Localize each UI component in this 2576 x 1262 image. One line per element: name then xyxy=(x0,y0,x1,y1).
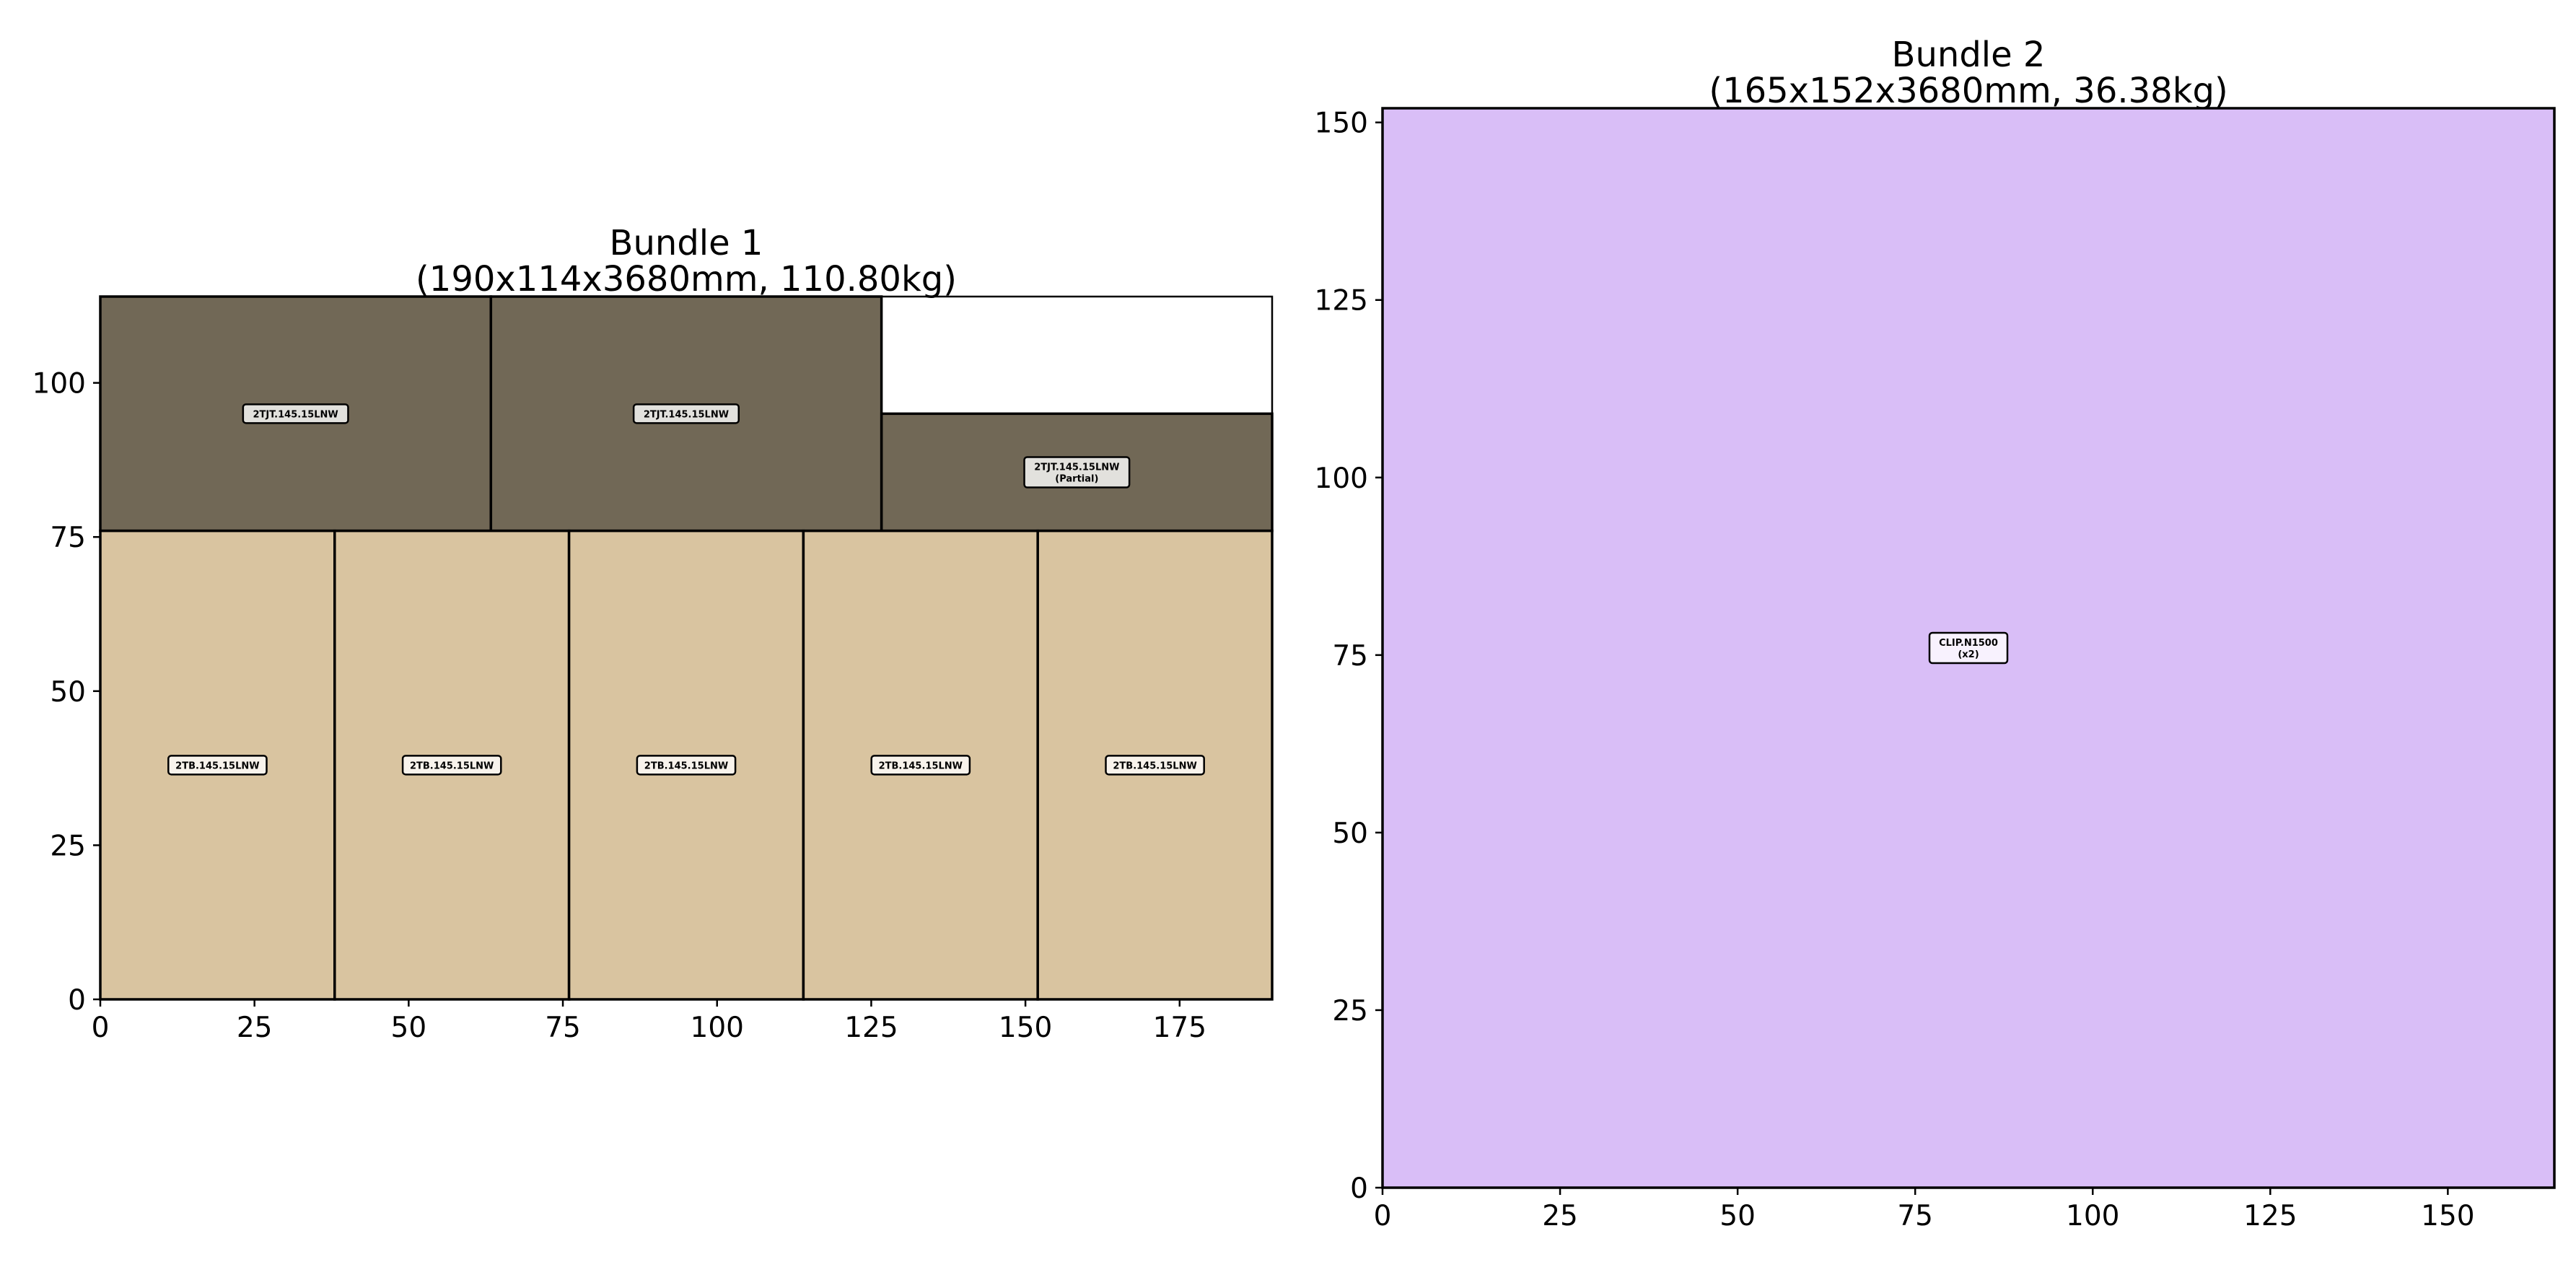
bundle-2-x-tick-label: 0 xyxy=(1374,1200,1392,1232)
bundle-1-x-axis: 0 25 50 75 100 125 150 175 xyxy=(92,999,1206,1044)
bundle-1-piece-1-label-box xyxy=(632,403,740,424)
bundle-1-x-tick-label: 100 xyxy=(691,1012,744,1044)
bundle-1-piece-5-label: 2TB.145.15LNW xyxy=(644,761,728,771)
bundle-2-y-tick-label: 50 xyxy=(1332,818,1368,850)
bundle-1-panel: Bundle 1 (190x114x3680mm, 110.80kg) 2TJT… xyxy=(32,223,1274,1044)
bundle-1-piece-0-label: 2TJT.145.15LNW xyxy=(253,409,338,420)
bundle-1-subtitle: (190x114x3680mm, 110.80kg) xyxy=(416,259,957,299)
bundle-1-piece-2-label: 2TJT.145.15LNW xyxy=(1034,463,1119,473)
bundle-1-piece-2-label-sub: (Partial) xyxy=(1055,474,1098,485)
bundle-1-x-tick-label: 175 xyxy=(1153,1012,1206,1044)
bundle-1-piece-4-label-box xyxy=(401,755,502,776)
bundle-1-piece-3-label-box xyxy=(167,755,268,776)
bundle-1-piece-2-label-box xyxy=(1023,456,1131,488)
bundle-1-x-tick-label: 125 xyxy=(844,1012,898,1044)
bundle-1-x-tick-label: 150 xyxy=(999,1012,1052,1044)
bundle-2-x-tick-label: 75 xyxy=(1897,1200,1933,1232)
bundle-1-x-tick-label: 75 xyxy=(545,1012,581,1044)
bundle-2-x-axis: 0 25 50 75 100 125 150 xyxy=(1374,1188,2475,1232)
bundle-2-x-tick-label: 25 xyxy=(1542,1200,1578,1232)
bundle-2-x-tick-label: 100 xyxy=(2066,1200,2119,1232)
bundle-1-frame xyxy=(99,295,1274,1001)
bundle-1-y-tick-label: 100 xyxy=(32,368,86,400)
bundle-2-y-tick-label: 75 xyxy=(1332,640,1368,672)
bundle-2-piece-0-label: CLIP.N1500 xyxy=(1939,638,1998,649)
bundle-1-piece-7-label: 2TB.145.15LNW xyxy=(1113,761,1196,771)
bundle-1-x-tick-label: 25 xyxy=(237,1012,273,1044)
bundle-1-y-axis: 0 25 50 75 100 xyxy=(32,368,100,1017)
bundle-2-y-tick-label: 25 xyxy=(1332,995,1368,1027)
bundle-1-piece-0-label-box xyxy=(242,403,349,424)
bundle-2-piece-0-label-box xyxy=(1928,631,2009,665)
bundle-2-piece-0-label-sub: (x2) xyxy=(1958,649,1979,660)
bundle-2-x-tick-label: 125 xyxy=(2243,1200,2297,1232)
bundle-1-piece-6-label: 2TB.145.15LNW xyxy=(879,761,963,771)
bundle-1-piece-4-label: 2TB.145.15LNW xyxy=(410,761,494,771)
bundle-2-frame xyxy=(1381,107,2556,1189)
bundle-2-labels: CLIP.N1500(x2) xyxy=(1928,631,2009,665)
bundle-1-x-tick-label: 0 xyxy=(92,1012,110,1044)
bundle-2-x-tick-label: 50 xyxy=(1719,1200,1756,1232)
bundle-1-piece-7-label-box xyxy=(1105,755,1205,776)
bundle-2-y-tick-label: 0 xyxy=(1350,1173,1368,1205)
bundle-1-x-tick-label: 50 xyxy=(391,1012,427,1044)
bundle-2-subtitle: (165x152x3680mm, 36.38kg) xyxy=(1709,71,2227,111)
bundle-1-piece-5-label-box xyxy=(636,755,737,776)
bundle-1-y-tick-label: 50 xyxy=(50,676,86,709)
bundle-1-pieces xyxy=(99,295,1274,1001)
bundle-1-y-tick-label: 25 xyxy=(50,830,86,862)
bundle-2-panel: Bundle 2 (165x152x3680mm, 36.38kg) CLIP.… xyxy=(1315,35,2556,1232)
bundle-2-title: Bundle 2 xyxy=(1892,35,2046,75)
bundle-2-y-tick-label: 100 xyxy=(1315,463,1368,495)
bundle-2-y-tick-label: 125 xyxy=(1315,285,1368,317)
bundle-1-y-tick-label: 0 xyxy=(68,984,86,1017)
bundle-1-y-tick-label: 75 xyxy=(50,522,86,554)
bundle-1-labels: 2TJT.145.15LNW 2TJT.145.15LNW 2TJT.145.15L… xyxy=(167,403,1205,776)
bundle-1-piece-1-label: 2TJT.145.15LNW xyxy=(644,409,729,420)
bundle-1-title: Bundle 1 xyxy=(610,223,763,263)
bundle-1-piece-6-label-box xyxy=(870,755,971,776)
bundle-1-piece-3-label: 2TB.145.15LNW xyxy=(175,761,259,771)
bundle-2-y-axis: 0 25 50 75 100 125 150 xyxy=(1315,108,1383,1205)
bundle-2-y-tick-label: 150 xyxy=(1315,108,1368,140)
bundle-2-x-tick-label: 150 xyxy=(2421,1200,2474,1232)
